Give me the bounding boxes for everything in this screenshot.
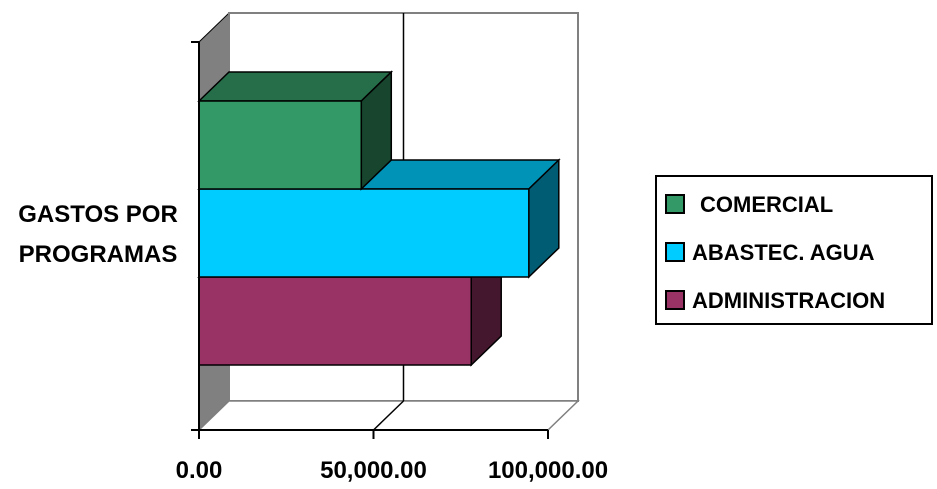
x-tick-label: 50,000.00 (320, 457, 427, 484)
bar-top-face (197, 71, 394, 102)
bar-comercial (197, 70, 394, 191)
bar-front-face (198, 188, 530, 278)
legend-swatch (665, 290, 685, 310)
axes-group (191, 41, 549, 439)
legend-box (655, 175, 933, 325)
bar-front-face (198, 100, 363, 190)
category-label-line-1: GASTOS POR (18, 201, 178, 228)
x-tick-labels: 0.00 50,000.00 100,000.00 (176, 457, 608, 484)
x-tick-label: 0.00 (176, 457, 223, 484)
legend-label: COMERCIAL (700, 192, 833, 217)
x-tick-label: 100,000.00 (488, 457, 608, 484)
legend-swatch (665, 242, 685, 262)
legend: COMERCIAL ABASTEC. AGUA ADMINISTRACION (655, 175, 933, 325)
legend-label: ABASTEC. AGUA (692, 240, 875, 265)
legend-swatch (665, 194, 685, 214)
gridline-floor (372, 400, 405, 431)
bar-front-face (198, 276, 472, 366)
legend-label: ADMINISTRACION (692, 288, 885, 313)
category-label-line-2: PROGRAMAS (19, 241, 178, 268)
legend-items: COMERCIAL ABASTEC. AGUA ADMINISTRACION (665, 192, 885, 313)
bars-group (197, 70, 561, 367)
